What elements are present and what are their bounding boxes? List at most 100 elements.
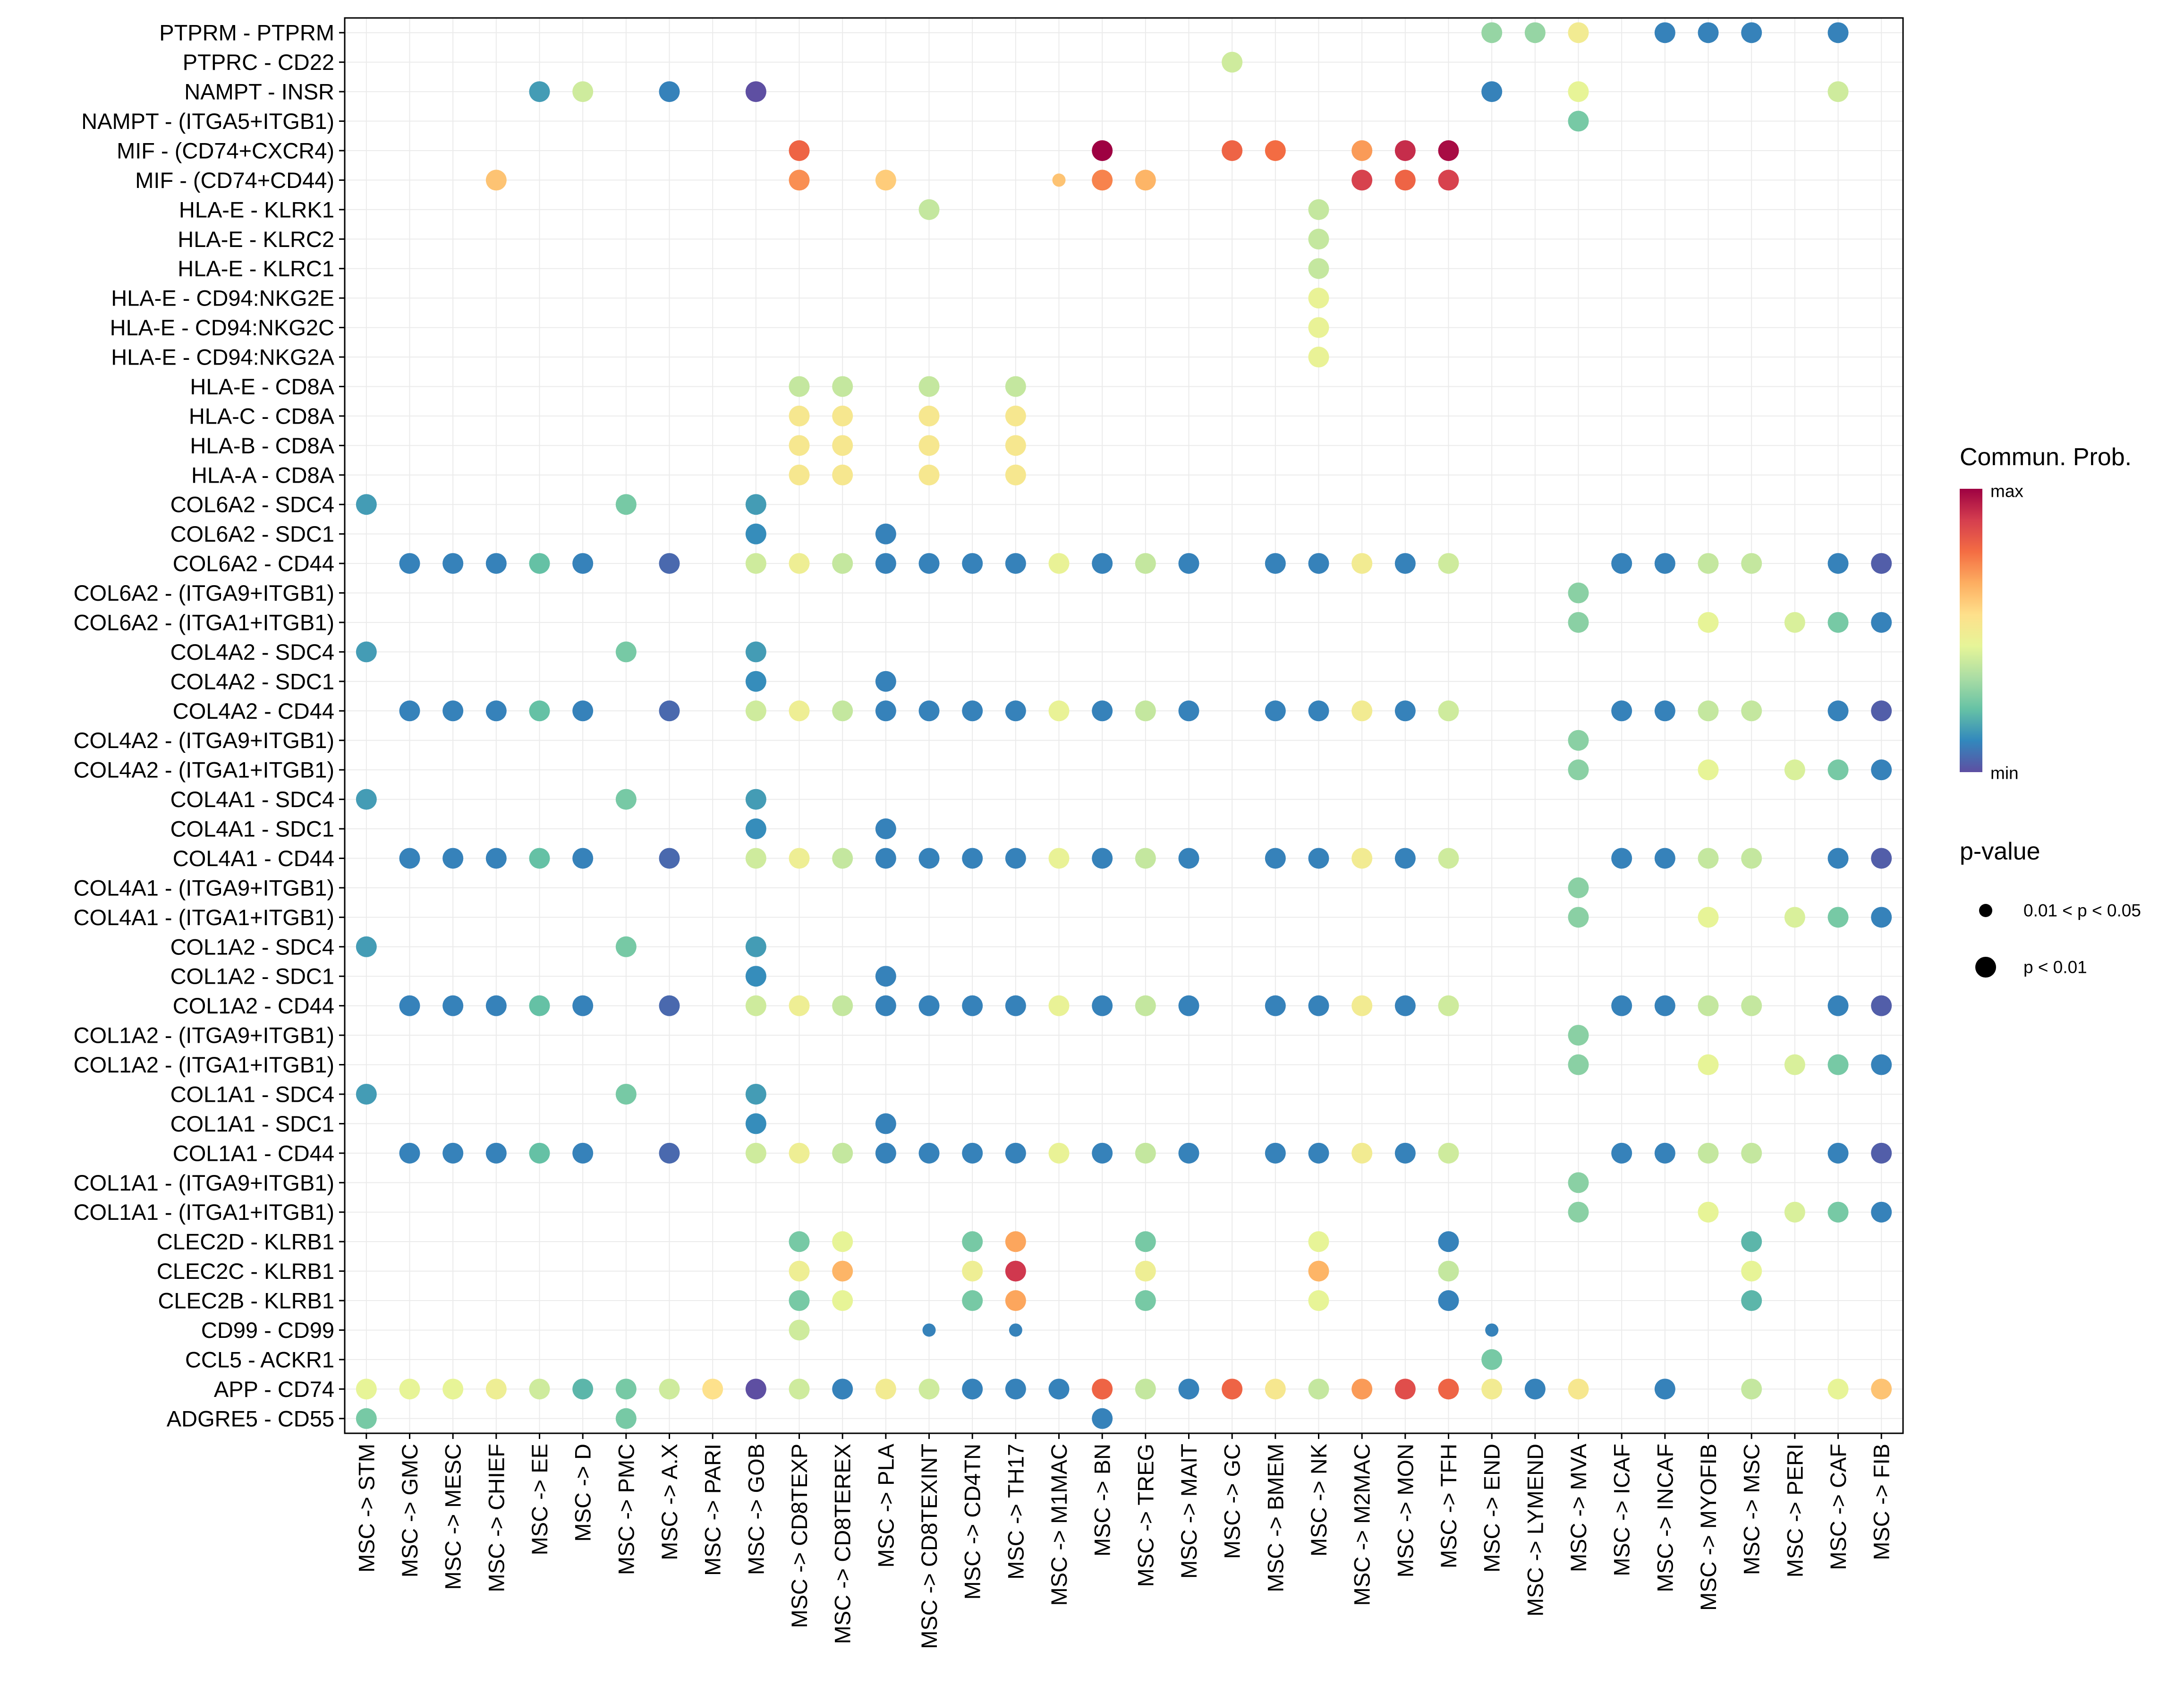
data-point: CLEC2D - KLRB1 | MSC -> TFH — [1438, 1231, 1459, 1252]
y-tick-label: HLA-E - KLRC2 — [178, 227, 334, 252]
data-point: COL1A1 - CD44 | MSC -> CD8TEREX — [832, 1142, 853, 1164]
x-tick-label: MSC -> CD8TEREX — [830, 1444, 855, 1644]
data-point: APP - CD74 | MSC -> EE — [529, 1379, 550, 1400]
data-point: APP - CD74 | MSC -> M1MAC — [1048, 1379, 1070, 1400]
data-point: APP - CD74 | MSC -> PLA — [875, 1379, 896, 1400]
data-point: COL4A1 - CD44 | MSC -> CD8TEXP — [789, 848, 810, 869]
data-point: COL6A2 - CD44 | MSC -> CD4TN — [962, 553, 983, 574]
data-point: COL1A2 - SDC1 | MSC -> PLA — [875, 966, 896, 987]
y-tick-label: COL4A2 - SDC1 — [170, 669, 334, 694]
data-point: COL6A2 - CD44 | MSC -> FIB — [1871, 553, 1892, 574]
data-point: COL4A2 - CD44 | MSC -> D — [572, 700, 594, 722]
data-point: COL4A1 - (ITGA1+ITGB1) | MSC -> CAF — [1827, 907, 1849, 928]
y-tick-label: COL6A2 - SDC1 — [170, 521, 334, 546]
y-tick-label: HLA-E - CD94:NKG2A — [111, 345, 334, 370]
y-tick-label: COL1A2 - SDC1 — [170, 964, 334, 989]
x-tick-label: MSC -> BN — [1090, 1444, 1115, 1557]
data-point: COL1A2 - CD44 | MSC -> D — [572, 995, 594, 1016]
size-legend-title: p-value — [1960, 838, 2040, 865]
data-point: COL4A1 - CD44 | MSC -> MYOFIB — [1698, 848, 1719, 869]
y-tick-label: HLA-E - CD94:NKG2C — [110, 315, 334, 340]
data-point: COL6A2 - (ITGA1+ITGB1) | MSC -> MYOFIB — [1698, 612, 1719, 633]
data-point: COL1A1 - CD44 | MSC -> TREG — [1135, 1142, 1156, 1164]
x-tick-label: MSC -> INCAF — [1652, 1444, 1677, 1592]
data-point: COL4A1 - CD44 | MSC -> GOB — [745, 848, 766, 869]
data-point: CLEC2D - KLRB1 | MSC -> MSC — [1741, 1231, 1762, 1252]
data-point: COL6A2 - (ITGA1+ITGB1) | MSC -> PERI — [1784, 612, 1805, 633]
data-point: COL1A2 - CD44 | MSC -> FIB — [1871, 995, 1892, 1016]
y-tick-label: CLEC2D - KLRB1 — [157, 1229, 334, 1254]
data-point: COL4A1 - CD44 | MSC -> EE — [529, 848, 550, 869]
x-tick-label: MSC -> NK — [1306, 1444, 1331, 1557]
data-point: COL1A1 - CD44 | MSC -> ICAF — [1611, 1142, 1632, 1164]
data-point: NAMPT - INSR | MSC -> CAF — [1827, 81, 1849, 102]
data-point: COL1A1 - CD44 | MSC -> CD4TN — [962, 1142, 983, 1164]
data-point: COL1A2 - CD44 | MSC -> TFH — [1438, 995, 1459, 1016]
data-point: HLA-E - KLRK1 | MSC -> NK — [1308, 199, 1329, 220]
data-point: COL1A2 - CD44 | MSC -> PLA — [875, 995, 896, 1016]
data-point: APP - CD74 | MSC -> GC — [1222, 1379, 1243, 1400]
data-point: ADGRE5 - CD55 | MSC -> BN — [1092, 1408, 1113, 1429]
data-point: COL1A2 - CD44 | MSC -> CD4TN — [962, 995, 983, 1016]
x-tick-label: MSC -> GC — [1220, 1444, 1245, 1559]
data-point: COL4A2 - CD44 | MSC -> NK — [1308, 700, 1329, 722]
data-point: APP - CD74 | MSC -> FIB — [1871, 1379, 1892, 1400]
y-tick-label: HLA-E - KLRC1 — [178, 256, 334, 281]
data-point: CLEC2D - KLRB1 | MSC -> CD8TEREX — [832, 1231, 853, 1252]
y-tick-label: APP - CD74 — [214, 1377, 334, 1402]
data-point: COL6A2 - CD44 | MSC -> BN — [1092, 553, 1113, 574]
data-point: COL4A1 - CD44 | MSC -> INCAF — [1654, 848, 1675, 869]
data-point: APP - CD74 | MSC -> GMC — [399, 1379, 420, 1400]
data-point: PTPRM - PTPRM | MSC -> END — [1481, 22, 1503, 43]
x-tick-label: MSC -> FIB — [1869, 1444, 1894, 1560]
data-point: CLEC2C - KLRB1 | MSC -> NK — [1308, 1260, 1329, 1282]
data-point: CLEC2C - KLRB1 | MSC -> CD8TEREX — [832, 1260, 853, 1282]
data-point: COL1A1 - CD44 | MSC -> MESC — [442, 1142, 464, 1164]
data-point: COL4A2 - (ITGA1+ITGB1) | MSC -> CAF — [1827, 759, 1849, 781]
data-point: COL4A2 - CD44 | MSC -> MESC — [442, 700, 464, 722]
data-point: COL4A2 - CD44 | MSC -> EE — [529, 700, 550, 722]
x-tick-label: MSC -> PMC — [613, 1444, 638, 1575]
data-point: APP - CD74 | MSC -> NK — [1308, 1379, 1329, 1400]
size-legend-dot — [1979, 904, 1992, 917]
data-point: COL4A1 - CD44 | MSC -> CD8TEREX — [832, 848, 853, 869]
data-point: COL4A2 - CD44 | MSC -> TFH — [1438, 700, 1459, 722]
data-point: COL4A1 - (ITGA1+ITGB1) | MSC -> MYOFIB — [1698, 907, 1719, 928]
data-point: COL1A1 - CD44 | MSC -> MYOFIB — [1698, 1142, 1719, 1164]
data-point: APP - CD74 | MSC -> A.X — [659, 1379, 680, 1400]
data-point: CLEC2B - KLRB1 | MSC -> NK — [1308, 1290, 1329, 1311]
y-tick-label: COL4A2 - (ITGA9+ITGB1) — [74, 728, 334, 753]
data-point: COL6A2 - SDC1 | MSC -> GOB — [745, 523, 766, 545]
data-point: APP - CD74 | MSC -> CD4TN — [962, 1379, 983, 1400]
size-legend-dot — [1975, 957, 1996, 978]
y-tick-label: MIF - (CD74+CXCR4) — [117, 138, 334, 163]
data-point: CD99 - CD99 | MSC -> CD8TEXINT — [922, 1323, 936, 1337]
data-point: COL4A1 - CD44 | MSC -> BN — [1092, 848, 1113, 869]
data-point: MIF - (CD74+CD44) | MSC -> BN — [1092, 170, 1113, 191]
data-point: HLA-E - CD94:NKG2E | MSC -> NK — [1308, 288, 1329, 309]
y-tick-label: COL4A1 - SDC4 — [170, 787, 334, 812]
data-point: APP - CD74 | MSC -> CHIEF — [485, 1379, 507, 1400]
data-point: COL1A2 - CD44 | MSC -> MYOFIB — [1698, 995, 1719, 1016]
data-point: MIF - (CD74+CD44) | MSC -> CHIEF — [485, 170, 507, 191]
data-point: COL1A1 - (ITGA9+ITGB1) | MSC -> MVA — [1568, 1172, 1589, 1193]
data-point: COL4A2 - CD44 | MSC -> M1MAC — [1048, 700, 1070, 722]
y-tick-label: COL4A1 - (ITGA9+ITGB1) — [74, 875, 334, 900]
y-tick-label: COL1A2 - (ITGA9+ITGB1) — [74, 1023, 334, 1048]
data-point: COL6A2 - SDC4 | MSC -> PMC — [615, 494, 637, 515]
y-tick-label: COL4A2 - CD44 — [173, 698, 334, 723]
data-point: HLA-E - CD8A | MSC -> TH17 — [1005, 376, 1026, 397]
data-point: COL4A1 - CD44 | MSC -> MON — [1394, 848, 1416, 869]
data-point: COL1A1 - CD44 | MSC -> GOB — [745, 1142, 766, 1164]
data-point: NAMPT - (ITGA5+ITGB1) | MSC -> MVA — [1568, 111, 1589, 132]
data-point: COL1A1 - CD44 | MSC -> PLA — [875, 1142, 896, 1164]
y-tick-label: NAMPT - INSR — [184, 79, 334, 104]
data-point: COL1A2 - SDC4 | MSC -> STM — [356, 936, 377, 957]
y-tick-label: CCL5 - ACKR1 — [185, 1347, 334, 1372]
data-point: COL4A1 - SDC4 | MSC -> PMC — [615, 789, 637, 810]
data-point: COL1A1 - CD44 | MSC -> M2MAC — [1351, 1142, 1373, 1164]
data-point: COL4A2 - CD44 | MSC -> FIB — [1871, 700, 1892, 722]
data-point: COL1A2 - CD44 | MSC -> CD8TEREX — [832, 995, 853, 1016]
data-point: COL4A1 - CD44 | MSC -> ICAF — [1611, 848, 1632, 869]
